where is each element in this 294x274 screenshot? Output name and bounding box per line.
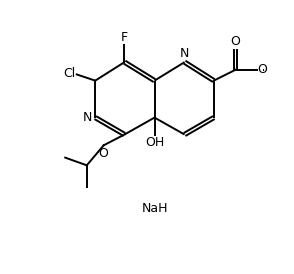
Text: N: N — [83, 111, 92, 124]
Text: O: O — [258, 63, 268, 76]
Text: O: O — [230, 35, 240, 48]
Text: F: F — [121, 31, 128, 44]
Text: OH: OH — [145, 136, 164, 149]
Text: Cl: Cl — [63, 67, 75, 80]
Text: NaH: NaH — [141, 202, 168, 215]
Text: O: O — [98, 147, 108, 160]
Text: N: N — [180, 47, 189, 60]
